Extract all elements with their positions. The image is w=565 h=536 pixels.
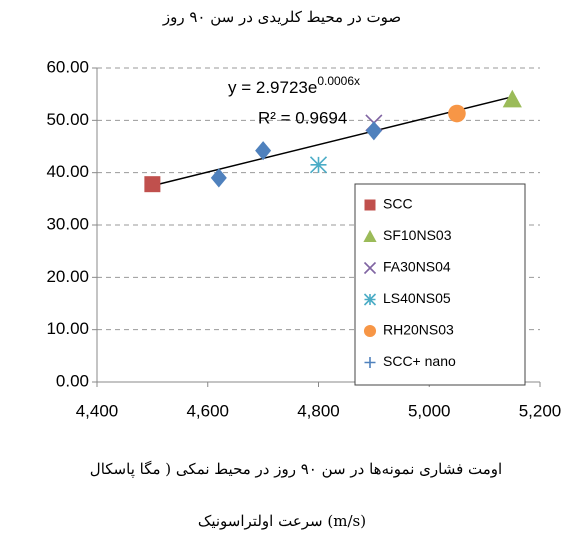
- y-tick-label: 50.00: [46, 110, 89, 129]
- legend-box: [354, 183, 526, 386]
- y-axis-label: اومت فشاری نمونه‌ها در سن ۹۰ روز در محیط…: [90, 460, 502, 478]
- point: [502, 89, 522, 108]
- chart-title: صوت در محیط کلریدی در سن ۹۰ روز: [162, 8, 401, 26]
- legend-label: SF10NS03: [383, 227, 452, 243]
- x-tick-label: 5,200: [519, 401, 562, 420]
- r-squared: R² = 0.9694: [258, 108, 347, 127]
- equation-exponent: 0.0006x: [317, 74, 360, 88]
- point: [365, 121, 382, 141]
- equation-base: y = 2.9723e: [228, 78, 317, 97]
- point: [210, 168, 227, 188]
- x-axis-label: سرعت اولتراسونیک (m/s): [198, 512, 366, 530]
- x-tick-label: 4,400: [76, 401, 119, 420]
- legend-label: LS40NS05: [383, 290, 451, 306]
- y-tick-label: 20.00: [46, 267, 89, 286]
- point: [144, 176, 161, 193]
- y-tick-label: 60.00: [46, 57, 89, 76]
- point: [448, 104, 466, 123]
- legend-marker: [363, 293, 377, 306]
- legend-marker: [364, 199, 376, 211]
- legend-marker: [364, 357, 376, 368]
- x-tick-label: 4,600: [186, 401, 229, 420]
- y-tick-label: 0.00: [56, 371, 89, 390]
- legend-label: SCC+ nano: [383, 353, 456, 369]
- point: [255, 141, 272, 161]
- legend-label: SCC: [383, 196, 413, 212]
- y-tick-label: 10.00: [46, 319, 89, 338]
- legend-marker: [363, 324, 377, 338]
- point: [309, 156, 328, 174]
- x-tick-label: 4,800: [297, 401, 340, 420]
- legend-marker: [363, 229, 377, 242]
- legend-marker: [363, 261, 377, 275]
- x-tick-label: 5,000: [408, 401, 451, 420]
- y-tick-label: 40.00: [46, 162, 89, 181]
- trendline-equation: y = 2.9723e0.0006x: [228, 74, 360, 97]
- y-tick-label: 30.00: [46, 214, 89, 233]
- legend-label: RH20NS03: [383, 322, 454, 338]
- legend-label: FA30NS04: [383, 259, 451, 275]
